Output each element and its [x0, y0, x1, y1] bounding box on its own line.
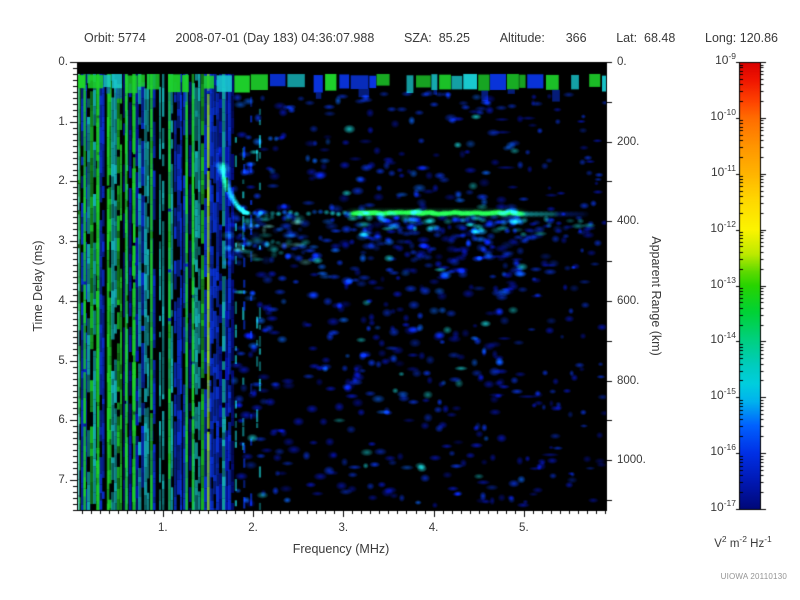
colorbar-tick-label: 10-9 [715, 51, 736, 67]
colorbar-tick-label: 10-10 [710, 106, 736, 123]
latitude-field: Lat: 68.48 [616, 31, 676, 45]
y-right-tick-label: 1000. [617, 454, 646, 467]
y-left-tick-label: 4. [58, 294, 68, 307]
y-axis-title-left: Time Delay (ms) [31, 240, 45, 332]
y-right-tick-label: 600. [617, 294, 640, 307]
colorbar-tick-label: 10-13 [710, 274, 736, 291]
orbit-field: Orbit: 5774 [84, 31, 146, 45]
y-left-tick-label: 1. [58, 115, 68, 128]
sza-field: SZA: 85.25 [403, 31, 470, 45]
y-right-tick-label: 400. [617, 215, 640, 228]
colorbar-tick-label: 10-15 [710, 386, 736, 403]
y-left-tick-label: 0. [58, 56, 68, 68]
colorbar-unit-label: V2 m-2 Hz-1 [714, 534, 772, 550]
colorbar-tick-label: 10-11 [710, 162, 736, 179]
longitude-field: Long: 120.86 [705, 31, 778, 45]
x-tick-label: 2. [248, 522, 258, 534]
x-tick-label: 4. [428, 522, 439, 534]
y-right-tick-label: 800. [617, 374, 640, 387]
x-tick-label: 5. [519, 522, 529, 534]
altitude-field: Altitude: 366 [499, 31, 587, 45]
x-tick-label: 1. [157, 522, 168, 534]
y-left-tick-label: 2. [58, 175, 68, 188]
colorbar-tick-label: 10-17 [710, 498, 736, 514]
y-axis-title-right: Apparent Range (km) [649, 236, 663, 356]
x-tick-label: 3. [338, 522, 349, 534]
x-axis-title: Frequency (MHz) [292, 542, 390, 556]
colorbar-tick-label: 10-14 [710, 330, 736, 347]
y-left-tick-label: 7. [58, 474, 68, 487]
y-left-tick-label: 6. [58, 414, 68, 427]
y-right-tick-label: 0. [617, 56, 627, 68]
y-right-tick-label: 200. [617, 135, 640, 148]
colorbar-tick-label: 10-12 [710, 218, 736, 235]
watermark: UIOWA 20110130 [720, 572, 787, 581]
colorbar-tick-label: 10-16 [710, 442, 736, 459]
datetime-field: 2008-07-01 (Day 183) 04:36:07.988 [175, 31, 375, 45]
y-left-tick-label: 3. [58, 235, 68, 248]
y-left-tick-label: 5. [58, 354, 68, 367]
header-status-line: Orbit: 5774 2008-07-01 (Day 183) 04:36:0… [84, 31, 778, 45]
